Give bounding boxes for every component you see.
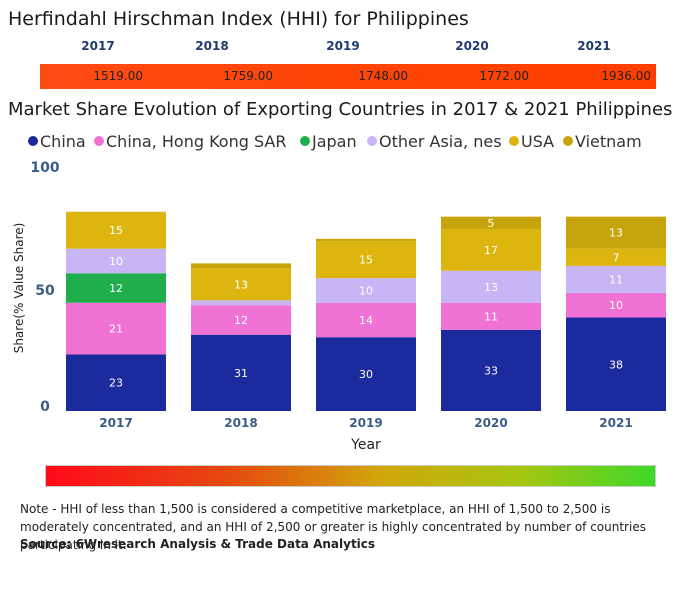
legend-item-usa[interactable]: USA xyxy=(509,132,554,151)
bar-segment-2018-china[interactable] xyxy=(191,334,291,411)
data-label: 12 xyxy=(234,314,248,327)
data-label: 11 xyxy=(484,310,498,323)
legend-dot-icon xyxy=(367,136,377,146)
bar-segment-2021-usa[interactable] xyxy=(566,248,666,266)
data-label: 23 xyxy=(109,377,123,390)
legend-item-other-asia[interactable]: Other Asia, nes xyxy=(367,132,502,151)
hhi-value: 1759.00 xyxy=(223,69,273,83)
x-tick-label: 2020 xyxy=(474,416,507,430)
legend-item-japan[interactable]: Japan xyxy=(300,132,357,151)
bar-segment-2020-china[interactable] xyxy=(441,329,541,411)
legend-dot-icon xyxy=(300,136,310,146)
hhi-year-label: 2020 xyxy=(455,39,489,53)
hhi-year-label: 2018 xyxy=(195,39,229,53)
data-label: 12 xyxy=(109,282,123,295)
legend-label: Other Asia, nes xyxy=(379,132,502,151)
bar-segment-2019-vietnam[interactable] xyxy=(316,238,416,242)
legend-label: USA xyxy=(521,132,555,151)
bar-segment-2018-china-hong-kong-sar[interactable] xyxy=(191,305,291,335)
hhi-value: 1772.00 xyxy=(479,69,529,83)
hhi-value-bar: 1519.00 1759.00 1748.00 1772.00 1936.00 xyxy=(40,64,656,89)
hhi-value: 1519.00 xyxy=(93,69,143,83)
y-tick-label: 100 xyxy=(30,160,59,176)
legend-label: China, Hong Kong SAR xyxy=(106,132,287,151)
hhi-title: Herfindahl Hirschman Index (HHI) for Phi… xyxy=(8,8,469,30)
legend-dot-icon xyxy=(509,136,519,146)
legend-dot-icon xyxy=(28,136,38,146)
bar-segment-2021-china-hong-kong-sar[interactable] xyxy=(566,292,666,318)
data-label: 7 xyxy=(613,251,620,264)
y-tick-label: 0 xyxy=(40,399,50,415)
data-label: 30 xyxy=(359,368,373,381)
data-label: 21 xyxy=(109,323,123,336)
bar-segment-2020-china-hong-kong-sar[interactable] xyxy=(441,302,541,330)
hhi-note: Note - HHI of less than 1,500 is conside… xyxy=(20,502,646,552)
source-credit: Source: 6Wresearch Analysis & Trade Data… xyxy=(20,537,376,551)
data-label: 13 xyxy=(484,281,498,294)
data-label: 31 xyxy=(234,367,248,380)
data-label: 10 xyxy=(609,299,623,312)
data-label: 15 xyxy=(359,254,373,267)
bar-segment-2020-other-asia-nes[interactable] xyxy=(441,270,541,303)
x-tick-label: 2019 xyxy=(349,416,382,430)
stacked-bar-chart: 23 21 12 10 15 31 12 13 30 14 10 15 33 11 13 17 5 38 10 11 7… xyxy=(12,160,666,453)
x-tick-label: 2018 xyxy=(224,416,257,430)
bar-segment-2018-vietnam[interactable] xyxy=(191,263,291,269)
legend-dot-icon xyxy=(563,136,573,146)
bar-segment-2017-china-hong-kong-sar[interactable] xyxy=(66,302,166,355)
hhi-year-label: 2017 xyxy=(81,39,115,53)
data-label: 17 xyxy=(484,244,498,257)
bar-segment-2018-usa[interactable] xyxy=(191,268,291,301)
chart-legend: China China, Hong Kong SAR Japan Other A… xyxy=(22,132,682,154)
data-label: 10 xyxy=(359,284,373,297)
bar-segment-2019-china[interactable] xyxy=(316,337,416,411)
bar-segment-2017-usa[interactable] xyxy=(66,211,166,249)
bar-segment-2019-other-asia-nes[interactable] xyxy=(316,278,416,303)
data-label: 10 xyxy=(109,255,123,268)
data-label: 14 xyxy=(359,314,373,327)
data-label: 13 xyxy=(234,278,248,291)
x-tick-label: 2021 xyxy=(599,416,632,430)
bar-segment-2019-usa[interactable] xyxy=(316,241,416,279)
hhi-year-row: 2017 2018 2019 2020 2021 xyxy=(40,39,656,55)
hhi-value: 1748.00 xyxy=(358,69,408,83)
data-label: 11 xyxy=(609,273,623,286)
bar-segment-2021-china[interactable] xyxy=(566,317,666,411)
bar-segment-2017-japan[interactable] xyxy=(66,273,166,303)
data-label-layer: 23 21 12 10 15 31 12 13 30 14 10 15 33 11 13 17 5 38 10 11 7… xyxy=(109,217,623,390)
legend-dot-icon xyxy=(94,136,104,146)
bar-segment-2017-other-asia-nes[interactable] xyxy=(66,248,166,274)
bar-layer xyxy=(66,211,666,411)
bar-segment-2019-china-hong-kong-sar[interactable] xyxy=(316,302,416,338)
hhi-scale-gradient xyxy=(45,465,656,487)
legend-item-hong-kong[interactable]: China, Hong Kong SAR xyxy=(94,132,286,151)
x-tick-label: 2017 xyxy=(99,416,132,430)
legend-item-china[interactable]: China xyxy=(28,132,86,151)
legend-item-vietnam[interactable]: Vietnam xyxy=(563,132,642,151)
y-axis-title: Share(% Value Share) xyxy=(12,223,26,354)
bar-segment-2021-other-asia-nes[interactable] xyxy=(566,265,666,293)
legend-label: Japan xyxy=(312,132,357,151)
legend-label: China xyxy=(40,132,86,151)
bar-segment-2017-china[interactable] xyxy=(66,354,166,411)
data-label: 15 xyxy=(109,224,123,237)
hhi-value: 1936.00 xyxy=(601,69,651,83)
data-label: 38 xyxy=(609,358,623,371)
bar-segment-2020-usa[interactable] xyxy=(441,228,541,271)
x-axis-title: Year xyxy=(350,437,381,453)
bar-segment-2020-vietnam[interactable] xyxy=(441,216,541,229)
chart-title: Market Share Evolution of Exporting Coun… xyxy=(8,99,673,120)
hhi-year-label: 2019 xyxy=(326,39,360,53)
bar-segment-2018-other-asia-nes[interactable] xyxy=(191,300,291,306)
data-label: 5 xyxy=(488,217,495,230)
legend-label: Vietnam xyxy=(575,132,642,151)
hhi-year-label: 2021 xyxy=(577,39,611,53)
data-label: 33 xyxy=(484,364,498,377)
bar-segment-2021-vietnam[interactable] xyxy=(566,216,666,249)
y-tick-label: 50 xyxy=(35,283,55,299)
data-label: 13 xyxy=(609,227,623,240)
